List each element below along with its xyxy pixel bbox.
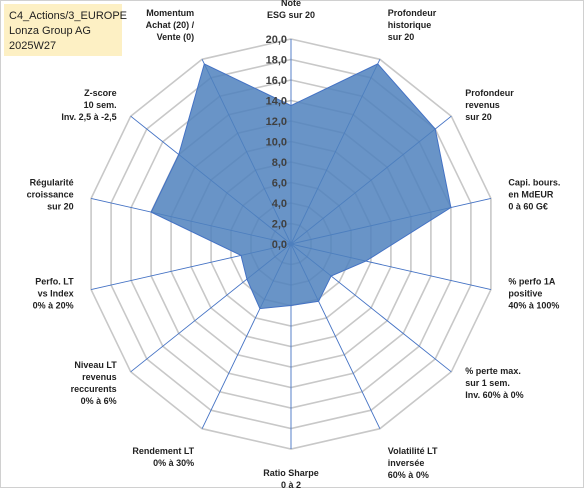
- axis-label-line: historique: [388, 20, 432, 30]
- tick-label: 4,0: [272, 198, 287, 210]
- axis-label: Volatilité LT inversée 60% à 0%: [388, 446, 438, 480]
- axis-label-line: sur 1 sem.: [465, 378, 510, 388]
- axis-label-line: revenus: [465, 100, 500, 110]
- info-box: C4_Actions/3_EUROPE Lonza Group AG 2025W…: [4, 4, 127, 56]
- axis-label: Profondeur historique sur 20: [388, 8, 437, 42]
- axis-label-line: % perte max.: [465, 366, 521, 376]
- axis-label-line: croissance: [27, 189, 74, 199]
- axis-label-line: Capi. bours.: [508, 177, 560, 187]
- tick-label: 16,0: [266, 75, 287, 87]
- axis-label-line: Achat (20) /: [146, 20, 195, 30]
- axis-label-line: Perfo. LT: [35, 277, 74, 287]
- axis-label-line: en MdEUR: [508, 189, 554, 199]
- radial-tick-labels: 0,0 2,0 4,0 6,0 8,0 10,0 12,0 14,0 16,0 18,0 20,0: [266, 34, 287, 251]
- axis-label: Momentum Achat (20) / Vente (0): [146, 8, 195, 42]
- axis-labels: Note ESG sur 20 Profondeur historique sur 20…: [27, 0, 561, 488]
- axis-label-line: Vente (0): [157, 32, 195, 42]
- axis-label: Régularité croissance sur 20: [27, 177, 74, 211]
- axis-label-line: revenus: [82, 372, 117, 382]
- axis-label-line: Niveau LT: [74, 360, 117, 370]
- axis-label-line: Volatilité LT: [388, 446, 438, 456]
- tick-label: 8,0: [272, 157, 287, 169]
- axis-label-line: sur 20: [388, 32, 415, 42]
- axis-label: Capi. bours. en MdEUR 0 à 60 G€: [508, 177, 560, 211]
- axis-label: Rendement LT 0% à 30%: [132, 446, 194, 468]
- axis-label-line: vs Index: [38, 289, 74, 299]
- tick-label: 6,0: [272, 178, 287, 190]
- axis-label-line: Inv. 60% à 0%: [465, 390, 523, 400]
- axis-label-line: 40% à 100%: [508, 301, 559, 311]
- axis-label-line: ESG sur 20: [267, 10, 315, 20]
- axis-label: Perfo. LT vs Index 0% à 20%: [33, 277, 75, 311]
- tick-label: 20,0: [266, 34, 287, 46]
- radar-series: [150, 63, 452, 310]
- axis-label-line: inversée: [388, 458, 425, 468]
- axis-label-line: positive: [508, 289, 542, 299]
- axis-label-line: % perfo 1A: [508, 277, 556, 287]
- axis-label-line: 0% à 30%: [153, 458, 194, 468]
- axis-label-line: Note: [281, 0, 301, 8]
- axis-label: Profondeur revenus sur 20: [465, 88, 514, 122]
- axis-label-line: sur 20: [47, 201, 74, 211]
- axis-label-line: Momentum: [146, 8, 194, 18]
- tick-label: 18,0: [266, 55, 287, 67]
- axis-label-line: 0% à 20%: [33, 301, 74, 311]
- axis-label-line: Z-score: [84, 88, 117, 98]
- axis-label: Z-score 10 sem. Inv. 2,5 à -2,5: [61, 88, 116, 122]
- info-company: Lonza Group AG: [9, 25, 91, 37]
- axis-label: Niveau LT revenus reccurents 0% à 6%: [71, 360, 118, 406]
- axis-label-line: sur 20: [465, 112, 492, 122]
- series-area: [150, 63, 452, 310]
- tick-label: 10,0: [266, 137, 287, 149]
- tick-label: 14,0: [266, 96, 287, 108]
- axis-label-line: 60% à 0%: [388, 470, 429, 480]
- tick-label: 0,0: [272, 239, 287, 251]
- axis-label-line: Ratio Sharpe: [263, 468, 319, 478]
- axis-label-line: reccurents: [71, 384, 117, 394]
- axis-label-line: Régularité: [30, 177, 74, 187]
- axis-label-line: 0 à 60 G€: [508, 201, 548, 211]
- info-category: C4_Actions/3_EUROPE: [9, 10, 127, 22]
- axis-label: Note ESG sur 20: [267, 0, 315, 20]
- axis-label: % perfo 1A positive 40% à 100%: [508, 277, 559, 311]
- axis-label-line: 0% à 6%: [81, 396, 117, 406]
- tick-label: 12,0: [266, 116, 287, 128]
- tick-label: 2,0: [272, 219, 287, 231]
- axis-label-line: 10 sem.: [84, 100, 117, 110]
- axis-label-line: Rendement LT: [132, 446, 194, 456]
- axis-label-line: 0 à 2: [281, 480, 301, 488]
- axis-label-line: Profondeur: [388, 8, 437, 18]
- axis-label-line: Inv. 2,5 à -2,5: [61, 112, 116, 122]
- axis-label: Ratio Sharpe 0 à 2: [263, 468, 319, 488]
- info-week: 2025W27: [9, 40, 57, 52]
- axis-label-line: Profondeur: [465, 88, 514, 98]
- axis-label: % perte max. sur 1 sem. Inv. 60% à 0%: [465, 366, 523, 400]
